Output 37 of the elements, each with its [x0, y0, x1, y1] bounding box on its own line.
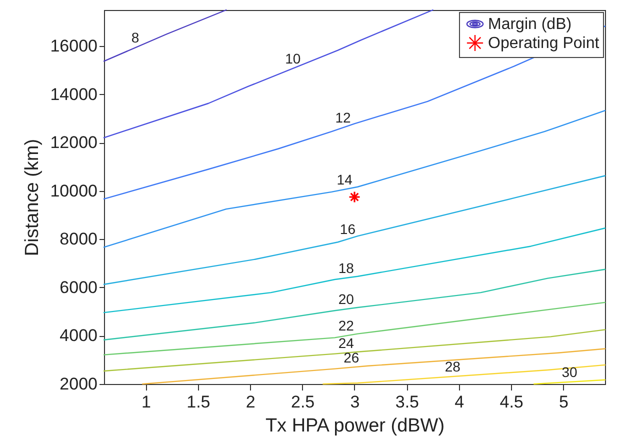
y-tick-label: 14000 [50, 84, 98, 104]
series-label: 24 [338, 334, 354, 351]
legend-label: Operating Point [488, 35, 600, 52]
x-tick-label: 3.5 [395, 392, 420, 412]
annotation: Margin (dB) [488, 16, 572, 33]
y-tick-label: 8000 [60, 230, 98, 249]
series-label: 10 [285, 50, 301, 66]
series-label: 18 [338, 260, 354, 276]
y-tick-label: 2000 [60, 374, 98, 394]
x-tick-label: 3 [350, 392, 360, 412]
x-axis-title: Tx HPA power (dBW) [265, 416, 445, 436]
x-tick-label: 2.5 [290, 392, 315, 412]
y-tick-label: 4000 [60, 326, 98, 346]
series-label: 16 [340, 221, 356, 238]
line-series [103, 110, 606, 248]
y-tick-label: 16000 [50, 36, 98, 56]
x-tick-label: 2 [246, 392, 256, 412]
series-label: 26 [344, 349, 360, 366]
x-tick-label: 4.5 [500, 392, 524, 412]
series-label: 28 [444, 358, 461, 375]
series-label: 14 [336, 171, 353, 188]
line-series [103, 175, 606, 285]
x-tick-label: 5 [559, 392, 568, 412]
x-tick-label: 1 [142, 392, 151, 412]
series-label: 30 [562, 364, 578, 380]
x-tick-label: 4 [454, 392, 464, 412]
y-tick-label: 10000 [50, 181, 98, 200]
series-label: 12 [335, 110, 352, 126]
series-label: 22 [338, 318, 354, 334]
line-series [142, 348, 606, 385]
series-label: 20 [338, 291, 354, 308]
y-axis-title: Distance (km) [22, 138, 44, 256]
line-series [103, 9, 434, 138]
series-label: 8 [131, 30, 140, 46]
y-tick-label: 6000 [60, 278, 98, 297]
y-tick-label: 12000 [50, 133, 98, 152]
x-tick-label: 1.5 [186, 392, 210, 412]
